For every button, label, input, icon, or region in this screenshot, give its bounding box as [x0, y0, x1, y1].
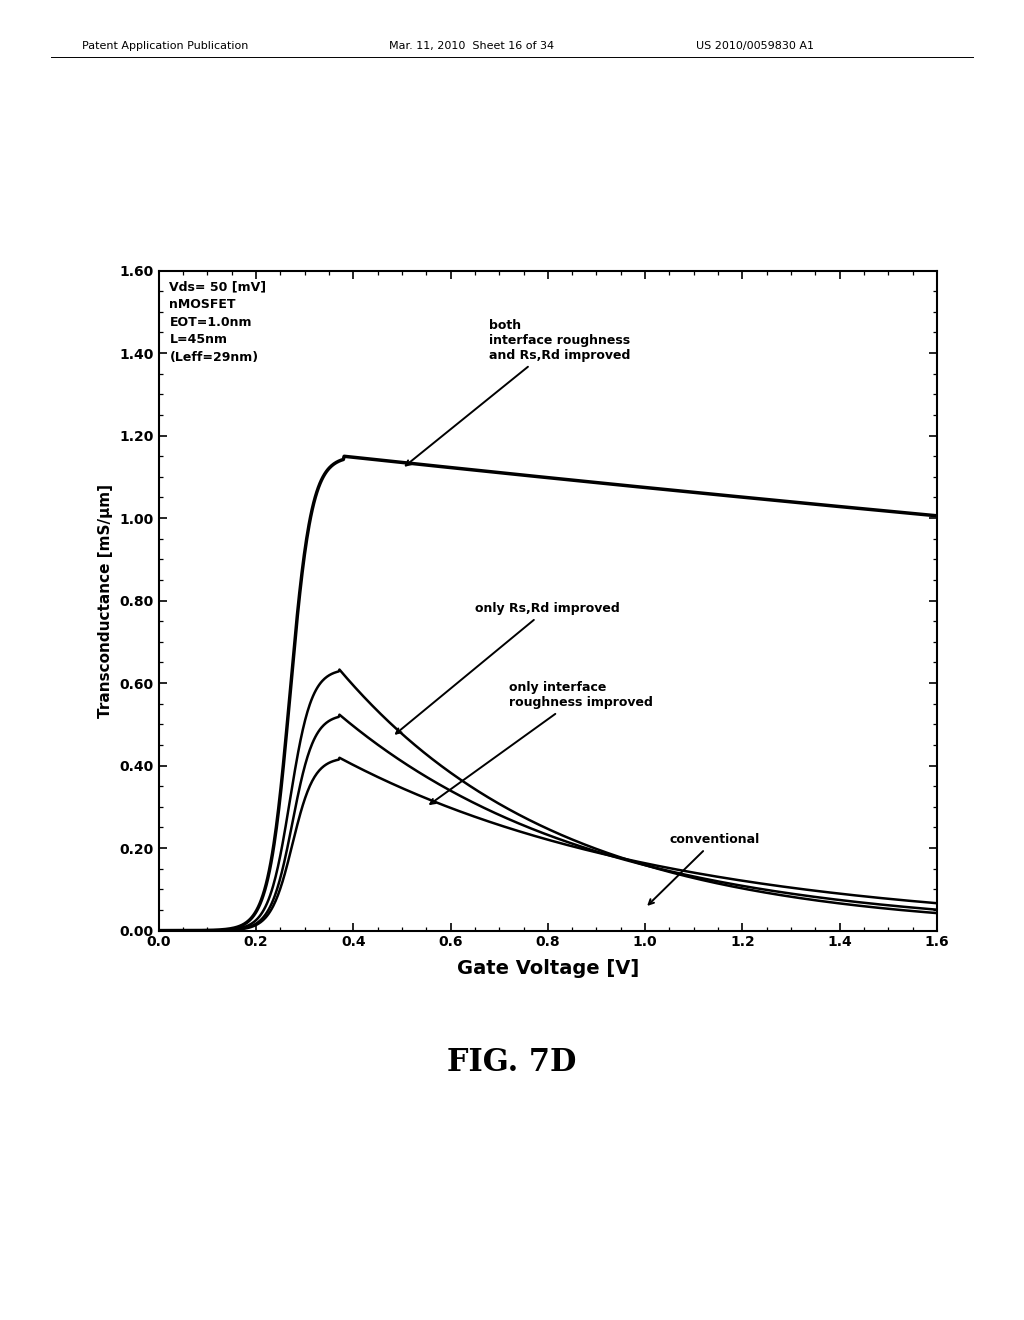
Text: both
interface roughness
and Rs,Rd improved: both interface roughness and Rs,Rd impro… [406, 319, 631, 466]
Text: FIG. 7D: FIG. 7D [447, 1047, 577, 1078]
Y-axis label: Transconductance [mS/μm]: Transconductance [mS/μm] [97, 483, 113, 718]
Text: Patent Application Publication: Patent Application Publication [82, 41, 248, 51]
Text: US 2010/0059830 A1: US 2010/0059830 A1 [696, 41, 814, 51]
X-axis label: Gate Voltage [V]: Gate Voltage [V] [457, 960, 639, 978]
Text: Vds= 50 [mV]
nMOSFET
EOT=1.0nm
L=45nm
(Leff=29nm): Vds= 50 [mV] nMOSFET EOT=1.0nm L=45nm (L… [169, 281, 266, 364]
Text: Mar. 11, 2010  Sheet 16 of 34: Mar. 11, 2010 Sheet 16 of 34 [389, 41, 554, 51]
Text: conventional: conventional [648, 833, 760, 904]
Text: only Rs,Rd improved: only Rs,Rd improved [396, 602, 620, 734]
Text: only interface
roughness improved: only interface roughness improved [430, 681, 653, 804]
